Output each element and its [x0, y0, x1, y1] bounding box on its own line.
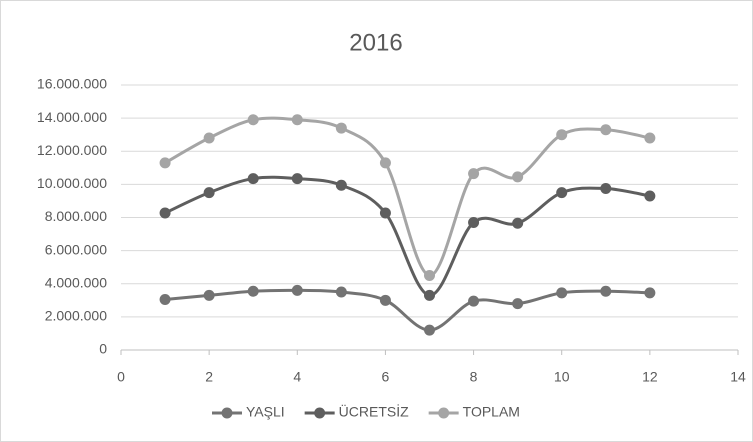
y-tick-label: 6.000.000 [45, 241, 107, 257]
marker [247, 114, 259, 126]
marker [247, 173, 259, 185]
marker [291, 284, 303, 296]
x-tick-label: 4 [293, 369, 301, 385]
legend-marker [314, 407, 326, 419]
marker [424, 269, 435, 281]
marker [556, 187, 568, 199]
legend-marker [438, 407, 450, 419]
marker [512, 298, 524, 310]
marker [335, 179, 347, 191]
marker [203, 289, 215, 301]
x-tick-label: 2 [205, 369, 213, 385]
legend-marker [221, 407, 233, 419]
x-tick-label: 8 [470, 369, 478, 385]
x-tick-label: 10 [554, 369, 570, 385]
x-tick-label: 12 [642, 369, 658, 385]
marker [379, 294, 391, 306]
marker [247, 285, 259, 297]
marker [159, 207, 171, 219]
y-tick-label: 14.000.000 [37, 109, 107, 125]
chart-title: 2016 [349, 29, 402, 56]
y-tick-label: 4.000.000 [45, 274, 107, 290]
marker [644, 190, 656, 202]
marker [291, 173, 303, 185]
legend-label: ÜCRETSİZ [339, 403, 409, 420]
x-tick-label: 0 [117, 369, 125, 385]
marker [600, 183, 612, 195]
y-tick-label: 2.000.000 [45, 308, 107, 324]
marker [512, 217, 524, 229]
x-tick-label: 14 [730, 369, 746, 385]
marker [468, 168, 480, 180]
marker [600, 124, 612, 136]
marker [644, 132, 656, 144]
marker [335, 122, 347, 134]
marker [468, 295, 480, 307]
marker [644, 287, 656, 299]
marker [159, 293, 171, 305]
marker [424, 324, 435, 336]
marker [600, 285, 612, 297]
legend-label: YAŞLI [246, 404, 285, 420]
marker [335, 286, 347, 298]
marker [512, 171, 524, 183]
legend-label: TOPLAM [463, 404, 520, 420]
marker [556, 287, 568, 299]
marker [379, 207, 391, 219]
y-tick-label: 0 [99, 341, 107, 357]
marker [468, 216, 480, 228]
marker [159, 157, 171, 169]
marker [556, 129, 568, 141]
marker [424, 289, 435, 301]
marker [291, 114, 303, 126]
y-tick-label: 12.000.000 [37, 142, 107, 158]
y-tick-label: 8.000.000 [45, 208, 107, 224]
marker [203, 132, 215, 144]
x-tick-label: 6 [382, 369, 390, 385]
marker [203, 187, 215, 199]
y-tick-label: 10.000.000 [37, 175, 107, 191]
y-tick-label: 16.000.000 [37, 76, 107, 92]
marker [379, 157, 391, 169]
